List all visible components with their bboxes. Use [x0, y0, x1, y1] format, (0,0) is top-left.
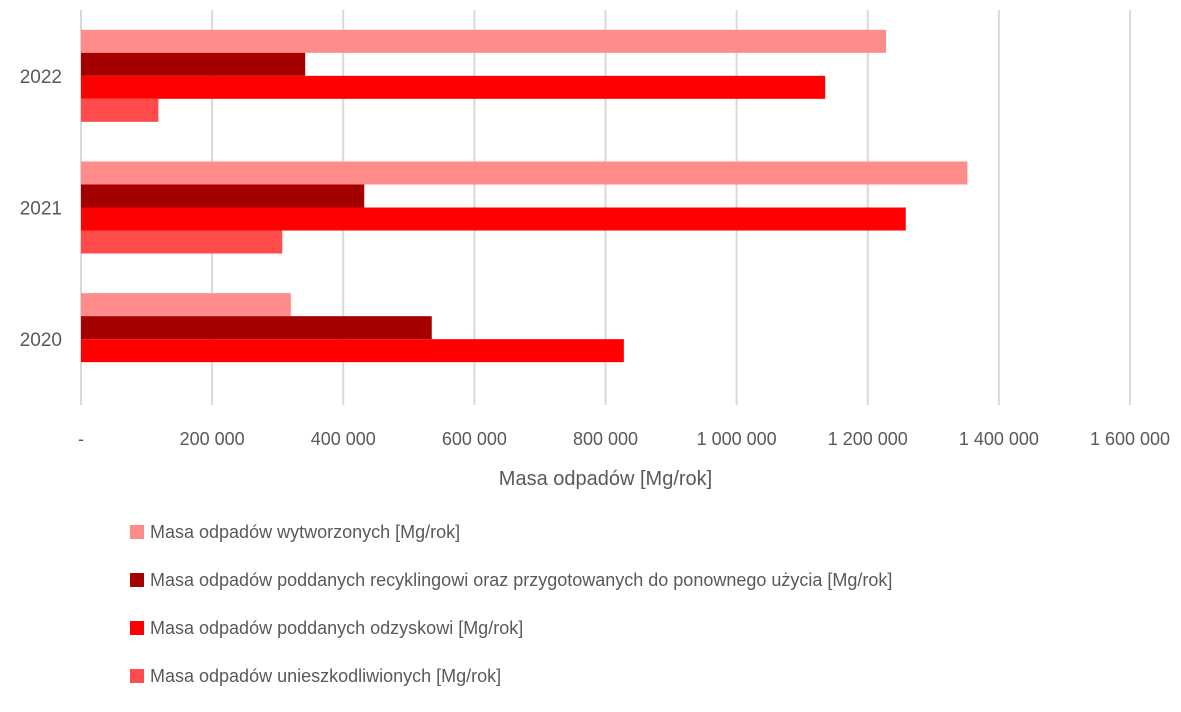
legend-swatch — [130, 573, 144, 587]
x-tick-label: 400 000 — [311, 429, 376, 449]
bar — [81, 230, 283, 254]
x-tick-label: 1 600 000 — [1090, 429, 1170, 449]
y-category-label: 2021 — [20, 199, 62, 220]
y-category-label: 2022 — [20, 67, 62, 88]
legend-swatch — [130, 669, 144, 683]
legend-label: Masa odpadów wytworzonych [Mg/rok] — [150, 521, 461, 542]
legend-swatch — [130, 621, 144, 635]
x-tick-label: 1 000 000 — [697, 429, 777, 449]
legend-item: Masa odpadów wytworzonych [Mg/rok] — [130, 520, 892, 544]
bar — [81, 75, 826, 99]
legend-item: Masa odpadów unieszkodliwionych [Mg/rok] — [130, 664, 892, 688]
bar — [81, 52, 306, 76]
legend-item: Masa odpadów poddanych odzyskowi [Mg/rok… — [130, 616, 892, 640]
legend-swatch — [130, 525, 144, 539]
x-tick-label: - — [78, 429, 84, 449]
bar — [81, 293, 291, 317]
legend-label: Masa odpadów poddanych recyklingowi oraz… — [150, 569, 893, 590]
x-tick-label: 600 000 — [442, 429, 507, 449]
bar — [81, 339, 624, 363]
legend-item: Masa odpadów poddanych recyklingowi oraz… — [130, 568, 892, 592]
y-category-label: 2020 — [20, 330, 62, 351]
bar — [81, 207, 906, 231]
x-tick-label: 800 000 — [573, 429, 638, 449]
legend-label: Masa odpadów unieszkodliwionych [Mg/rok] — [150, 665, 502, 686]
bar-chart: - 200 000 400 000 600 000 800 000 1 000 000 1 … — [20, 10, 1170, 490]
x-tick-label: 1 200 000 — [828, 429, 908, 449]
bar — [81, 29, 887, 53]
legend: Masa odpadów wytworzonych [Mg/rok] Masa o… — [130, 520, 892, 712]
x-axis-title: Masa odpadów [Mg/rok] — [499, 468, 712, 490]
bar — [81, 98, 159, 122]
bar — [81, 184, 365, 208]
bar — [81, 316, 432, 340]
legend-label: Masa odpadów poddanych odzyskowi [Mg/rok… — [150, 617, 524, 638]
x-tick-label: 1 400 000 — [959, 429, 1039, 449]
x-tick-label: 200 000 — [180, 429, 245, 449]
bar — [81, 161, 968, 185]
